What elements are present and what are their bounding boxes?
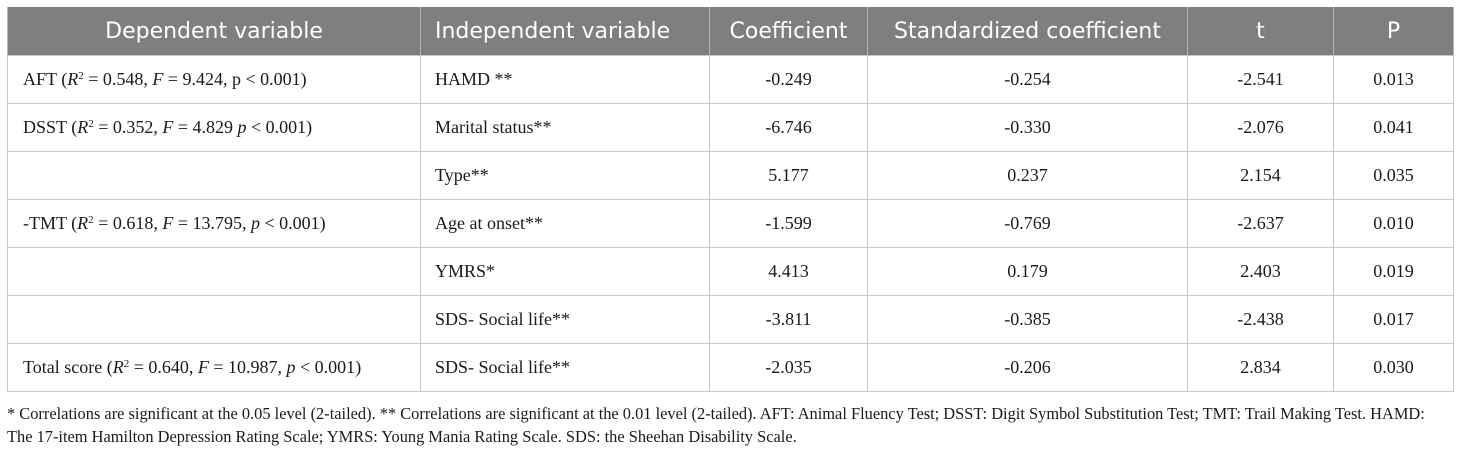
standardized-coefficient-cell: -0.385 [867, 295, 1188, 344]
header-standardized-coefficient: Standardized coefficient [867, 7, 1188, 56]
standardized-coefficient-cell: 0.237 [867, 151, 1188, 200]
header-coefficient: Coefficient [709, 7, 868, 56]
p-cell: 0.030 [1333, 343, 1454, 392]
table-row: Type** 5.177 0.237 2.154 0.035 [7, 151, 1454, 200]
header-p: P [1333, 7, 1454, 56]
table-row: -TMT (R2 = 0.618, F = 13.795, p < 0.001)… [7, 199, 1454, 248]
model-name: AFT [23, 69, 57, 89]
dependent-variable-cell: AFT (R2 = 0.548, F = 9.424, p < 0.001) [7, 55, 421, 104]
p-cell: 0.010 [1333, 199, 1454, 248]
table-row: Total score (R2 = 0.640, F = 10.987, p <… [7, 343, 1454, 392]
coefficient-cell: -3.811 [709, 295, 868, 344]
coefficient-cell: 5.177 [709, 151, 868, 200]
table-row: DSST (R2 = 0.352, F = 4.829 p < 0.001) M… [7, 103, 1454, 152]
model-p: p < 0.001 [232, 69, 301, 89]
independent-variable-cell: HAMD ** [420, 55, 710, 104]
model-f: 9.424 [182, 69, 224, 89]
model-r2: 0.640 [148, 357, 189, 377]
coefficient-cell: 4.413 [709, 247, 868, 296]
p-cell: 0.041 [1333, 103, 1454, 152]
independent-variable-cell: Age at onset** [420, 199, 710, 248]
independent-variable-cell: YMRS* [420, 247, 710, 296]
regression-table-container: Dependent variable Independent variable … [7, 7, 1454, 392]
model-p: < 0.001 [264, 213, 320, 233]
header-independent-variable: Independent variable [420, 7, 710, 56]
standardized-coefficient-cell: 0.179 [867, 247, 1188, 296]
model-f: 13.795 [192, 213, 242, 233]
t-cell: -2.438 [1187, 295, 1334, 344]
dependent-variable-cell [7, 295, 421, 344]
table-header-row: Dependent variable Independent variable … [7, 7, 1454, 56]
independent-variable-cell: Marital status** [420, 103, 710, 152]
model-p: < 0.001 [300, 357, 356, 377]
model-f: 4.829 [192, 117, 234, 137]
coefficient-cell: -0.249 [709, 55, 868, 104]
dependent-variable-cell [7, 247, 421, 296]
standardized-coefficient-cell: -0.254 [867, 55, 1188, 104]
p-cell: 0.013 [1333, 55, 1454, 104]
dependent-variable-cell: -TMT (R2 = 0.618, F = 13.795, p < 0.001) [7, 199, 421, 248]
coefficient-cell: -6.746 [709, 103, 868, 152]
header-t: t [1187, 7, 1334, 56]
table-row: YMRS* 4.413 0.179 2.403 0.019 [7, 247, 1454, 296]
model-r2: 0.352 [112, 117, 154, 137]
independent-variable-cell: SDS- Social life** [420, 343, 710, 392]
model-p: < 0.001 [251, 117, 307, 137]
standardized-coefficient-cell: -0.330 [867, 103, 1188, 152]
model-r2: 0.618 [112, 213, 154, 233]
model-name: -TMT [23, 213, 67, 233]
coefficient-cell: -2.035 [709, 343, 868, 392]
standardized-coefficient-cell: -0.769 [867, 199, 1188, 248]
dependent-variable-cell: DSST (R2 = 0.352, F = 4.829 p < 0.001) [7, 103, 421, 152]
dependent-variable-cell [7, 151, 421, 200]
table-row: SDS- Social life** -3.811 -0.385 -2.438 … [7, 295, 1454, 344]
header-dependent-variable: Dependent variable [7, 7, 421, 56]
p-cell: 0.019 [1333, 247, 1454, 296]
t-cell: -2.541 [1187, 55, 1334, 104]
table-footnote: * Correlations are significant at the 0.… [7, 404, 1425, 446]
p-cell: 0.017 [1333, 295, 1454, 344]
t-cell: -2.637 [1187, 199, 1334, 248]
model-r2: 0.548 [102, 69, 144, 89]
model-name: Total score [23, 357, 103, 377]
independent-variable-cell: SDS- Social life** [420, 295, 710, 344]
model-f: 10.987 [228, 357, 278, 377]
independent-variable-cell: Type** [420, 151, 710, 200]
t-cell: 2.154 [1187, 151, 1334, 200]
p-cell: 0.035 [1333, 151, 1454, 200]
dependent-variable-cell: Total score (R2 = 0.640, F = 10.987, p <… [7, 343, 421, 392]
standardized-coefficient-cell: -0.206 [867, 343, 1188, 392]
regression-table: Dependent variable Independent variable … [7, 7, 1454, 392]
table-row: AFT (R2 = 0.548, F = 9.424, p < 0.001) H… [7, 55, 1454, 104]
model-name: DSST [23, 117, 67, 137]
coefficient-cell: -1.599 [709, 199, 868, 248]
t-cell: 2.834 [1187, 343, 1334, 392]
t-cell: -2.076 [1187, 103, 1334, 152]
t-cell: 2.403 [1187, 247, 1334, 296]
